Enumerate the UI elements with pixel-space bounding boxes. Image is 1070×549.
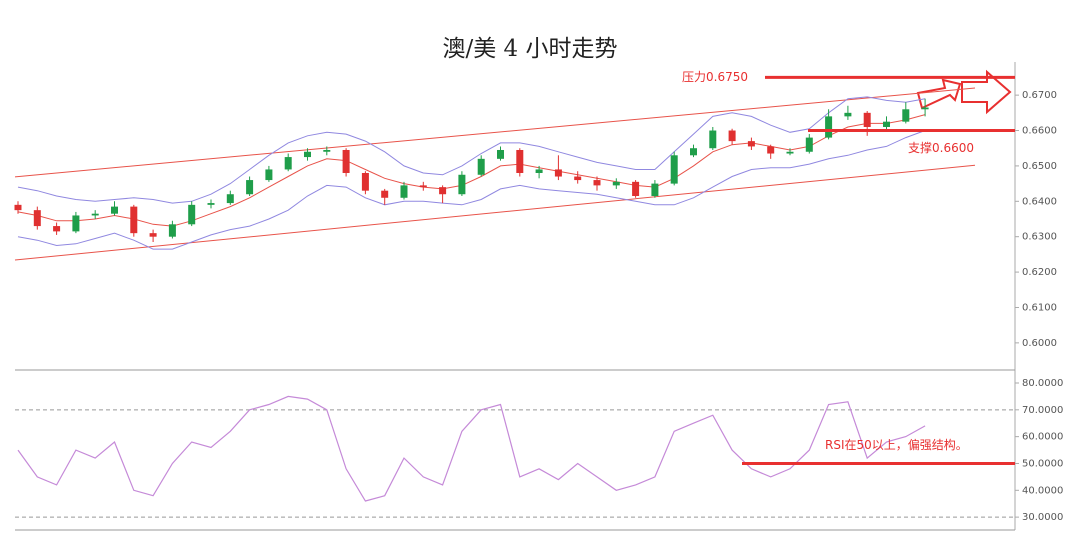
level-label: RSI在50以上，偏强结构。	[825, 437, 968, 452]
band-line	[17, 96, 926, 204]
candle-body	[921, 107, 929, 110]
candle-body	[747, 141, 755, 147]
candle-body	[535, 169, 543, 173]
candle-body	[53, 226, 61, 232]
candle-body	[458, 174, 466, 195]
candle-body	[477, 158, 485, 175]
arrows	[916, 69, 1012, 115]
candle-body	[728, 130, 736, 142]
candle-body	[91, 213, 99, 216]
candle-body	[690, 148, 697, 156]
candle-body	[883, 121, 890, 127]
y-tick-label: 0.6000	[1022, 338, 1057, 349]
trendline	[14, 87, 976, 178]
candle-body	[825, 116, 833, 138]
candle-body	[149, 233, 157, 237]
candle-body	[574, 176, 582, 181]
candle-body	[323, 149, 331, 152]
candle-body	[33, 210, 41, 227]
candle-body	[786, 151, 794, 154]
y-tick-label: 0.6700	[1022, 90, 1057, 101]
chart-title: 澳/美 4 小时走势	[442, 36, 617, 62]
arrow	[916, 78, 962, 110]
rsi-line	[17, 395, 926, 502]
candle-body	[651, 183, 659, 196]
candle-body	[188, 204, 196, 225]
candle-body	[612, 181, 620, 186]
candle-body	[265, 169, 273, 181]
candle-body	[709, 130, 717, 149]
trendline	[14, 164, 976, 261]
candle-body	[111, 206, 118, 214]
candle-body	[130, 206, 138, 234]
candle-body	[497, 149, 504, 159]
candle-body	[168, 224, 176, 237]
candle-body	[844, 112, 852, 117]
level-label: 压力0.6750	[682, 70, 748, 84]
y-tick-label: 0.6400	[1022, 196, 1057, 207]
candle-body	[14, 204, 22, 211]
candle-body	[284, 157, 292, 170]
candle-body	[805, 137, 813, 152]
candle-body	[342, 149, 350, 173]
candle-body	[72, 215, 80, 232]
candle-body	[381, 190, 389, 198]
y-tick-label: 0.6100	[1022, 302, 1057, 313]
y-tick-label: 70.0000	[1022, 405, 1063, 416]
candle-body	[863, 112, 871, 127]
y-tick-label: 50.0000	[1022, 458, 1063, 469]
candle-body	[516, 149, 524, 173]
candle-body	[593, 180, 601, 186]
candle-body	[554, 169, 562, 177]
candle-body	[767, 146, 775, 154]
y-tick-label: 30.0000	[1022, 512, 1063, 523]
y-tick-label: 0.6300	[1022, 232, 1057, 243]
band-line	[17, 130, 926, 250]
candle-body	[632, 181, 640, 196]
candle-body	[400, 185, 408, 198]
candle-body	[361, 172, 369, 191]
candle-body	[902, 109, 910, 122]
candle-body	[226, 194, 234, 204]
candle-body	[304, 151, 311, 158]
level-label: 支撑0.6600	[908, 140, 974, 155]
candle-body	[419, 185, 427, 188]
y-tick-label: 80.0000	[1022, 378, 1063, 389]
y-tick-label: 40.0000	[1022, 485, 1063, 496]
candle-body	[670, 155, 678, 184]
y-tick-label: 0.6200	[1022, 267, 1057, 278]
candle-body	[207, 203, 215, 205]
y-tick-label: 0.6600	[1022, 126, 1057, 137]
candle-body	[439, 187, 447, 195]
y-tick-label: 0.6500	[1022, 161, 1057, 172]
arrow	[961, 69, 1012, 115]
candle-body	[246, 180, 254, 195]
y-tick-label: 60.0000	[1022, 432, 1063, 443]
